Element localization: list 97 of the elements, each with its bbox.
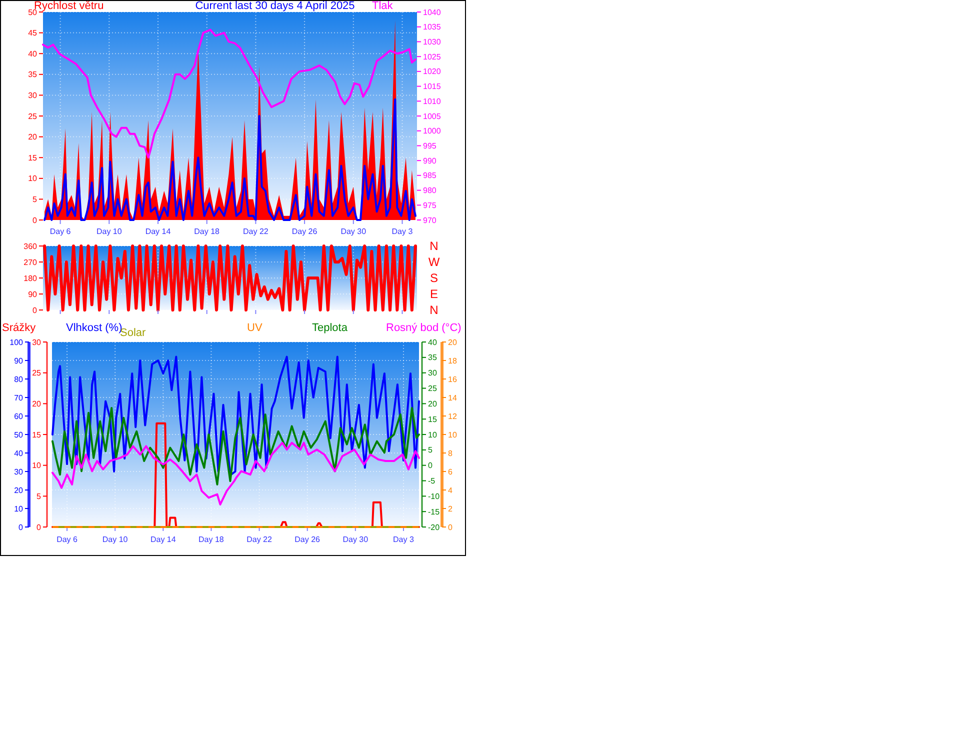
y-tick-label: 50 — [14, 430, 24, 440]
text: W — [428, 255, 440, 270]
x-tick-label: Day 26 — [294, 535, 321, 544]
x-tick-label: Day 18 — [198, 535, 224, 544]
x-tick-label: Day 26 — [292, 227, 318, 236]
y2-tick-label: 1000 — [423, 126, 442, 136]
y2-tick-label: 990 — [423, 156, 437, 166]
y-tick-label: 60 — [14, 412, 24, 421]
y-tick-label: 15 — [28, 153, 38, 162]
y-tick-label: 10 — [14, 504, 24, 514]
x-tick-label: Day 30 — [342, 535, 369, 544]
y2-tick-label: 1040 — [423, 8, 442, 17]
line-series — [52, 442, 420, 506]
text: UV — [247, 322, 263, 334]
line-series — [44, 98, 416, 221]
x-tick-label: Day 6 — [50, 227, 72, 236]
y2-tick-label: 970 — [423, 216, 437, 225]
y-tick-label: 35 — [28, 70, 38, 80]
y-tick-label: 25 — [28, 112, 38, 121]
y3-tick-label: 10 — [428, 430, 438, 440]
y-tick-label: 12 — [448, 412, 458, 421]
text: Srážky — [2, 322, 36, 334]
x-tick-label: Day 10 — [96, 227, 122, 236]
x-tick-label: Day 22 — [246, 535, 272, 544]
y2-tick-label: 1035 — [423, 22, 442, 32]
y-tick-label: 270 — [24, 258, 38, 267]
text: E — [430, 287, 438, 302]
y-tick-label: 0 — [32, 306, 38, 315]
y-tick-label: 0 — [18, 522, 24, 532]
text: Rosný bod (°C) — [386, 322, 462, 334]
y-tick-label: 90 — [28, 290, 38, 299]
x-tick-label: Day 22 — [243, 227, 269, 236]
y-tick-label: 10 — [448, 430, 458, 440]
y2-tick-label: 1020 — [423, 67, 442, 76]
y-tick-label: 5 — [32, 195, 38, 204]
y3-tick-label: -5 — [428, 476, 436, 486]
y-tick-label: 16 — [448, 374, 458, 384]
y3-tick-label: 5 — [428, 446, 433, 455]
y-tick-label: 18 — [448, 356, 458, 366]
text: Teplota — [312, 322, 348, 334]
y2-tick-label: 1010 — [423, 96, 442, 106]
y3-tick-label: 0 — [428, 461, 433, 470]
x-tick-label: Day 14 — [150, 535, 176, 544]
y2-tick-label: 980 — [423, 186, 437, 196]
y2-tick-label: 975 — [423, 200, 437, 210]
text: N — [430, 303, 438, 318]
y-tick-label: 40 — [28, 49, 38, 58]
y-tick-label: 20 — [14, 486, 24, 495]
y3-tick-label: 15 — [428, 414, 438, 424]
line-series — [52, 356, 420, 476]
y-tick-label: 70 — [14, 393, 24, 402]
chart-title: Current last 30 days 4 April 2025 — [195, 0, 355, 12]
x-tick-label: Day 30 — [340, 227, 367, 236]
y2-tick-label: 995 — [423, 142, 437, 151]
y2-tick-label: 1005 — [423, 112, 442, 121]
y3-tick-label: 20 — [428, 399, 438, 408]
y-tick-label: 2 — [448, 504, 453, 514]
y3-tick-label: 40 — [428, 338, 438, 347]
x-tick-label: Day 10 — [102, 535, 128, 544]
y2-tick-label: 1025 — [423, 52, 442, 62]
y3-tick-label: -20 — [428, 522, 440, 532]
y-tick-label: 180 — [24, 274, 38, 283]
y-tick-label: 4 — [448, 486, 453, 495]
y-tick-label: 30 — [14, 467, 24, 476]
y-tick-label: 20 — [28, 132, 38, 142]
text: Vlhkost (%) — [66, 322, 122, 334]
y-tick-label: 0 — [448, 522, 453, 532]
y-tick-label: 8 — [448, 448, 453, 458]
y-tick-label: 14 — [448, 393, 458, 402]
y-tick-label: 10 — [28, 174, 38, 184]
y-tick-label: 80 — [14, 374, 24, 384]
text: S — [430, 271, 438, 286]
y-tick-label: 90 — [14, 356, 24, 366]
y-tick-label: 360 — [24, 242, 38, 251]
y-tick-label: 0 — [32, 216, 38, 225]
x-tick-label: Day 14 — [145, 227, 172, 236]
x-tick-label: Day 18 — [194, 227, 220, 236]
y-tick-label: 6 — [448, 467, 453, 476]
y3-tick-label: -10 — [428, 492, 440, 501]
y3-tick-label: 35 — [428, 353, 438, 362]
y-tick-label: 45 — [28, 28, 38, 38]
text: Solar — [120, 327, 146, 339]
y2-axis-title: Tlak — [372, 0, 394, 12]
x-tick-label: Day 3 — [393, 535, 414, 544]
y-tick-label: 100 — [10, 338, 24, 347]
y2-tick-label: 1030 — [423, 38, 442, 47]
y-tick-label: 40 — [14, 448, 24, 458]
y-tick-label: 20 — [448, 338, 458, 347]
y2-tick-label: 985 — [423, 171, 437, 180]
y3-tick-label: 25 — [428, 384, 438, 394]
x-tick-label: Day 6 — [56, 535, 78, 544]
y2-tick-label: 1015 — [423, 82, 442, 92]
y-tick-label: 30 — [28, 91, 38, 100]
y3-tick-label: 30 — [428, 368, 438, 378]
text: N — [430, 239, 438, 254]
y3-tick-label: -15 — [428, 507, 440, 516]
x-tick-label: Day 3 — [392, 227, 414, 236]
